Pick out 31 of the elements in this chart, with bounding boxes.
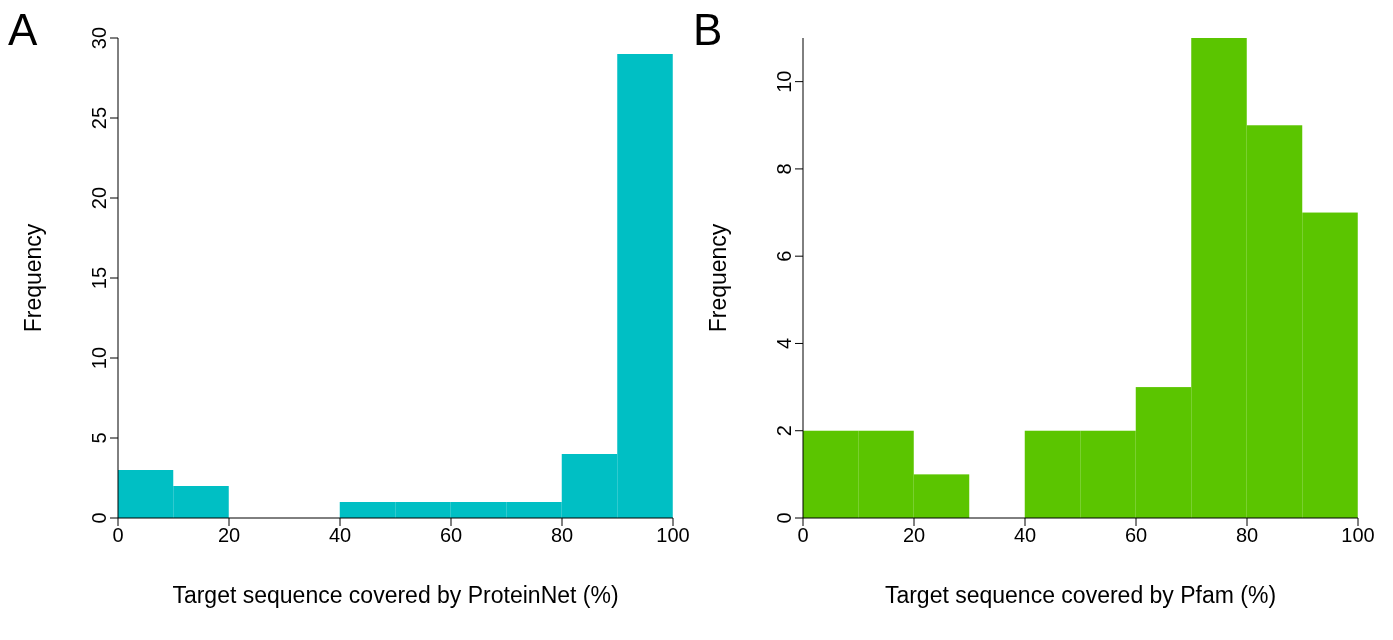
x-tick-label: 0	[797, 524, 809, 547]
y-tick-label: 0	[773, 512, 795, 524]
x-tick-label: 100	[656, 524, 690, 547]
y-tick-label: 10	[88, 346, 110, 370]
x-tick-label: 60	[439, 524, 463, 547]
y-tick-label: 20	[88, 186, 110, 210]
x-tick-label: 40	[1013, 524, 1037, 547]
y-tick-label: 10	[773, 70, 795, 93]
y-axis-title: Frequency	[705, 223, 732, 333]
y-tick-label: 30	[88, 26, 110, 50]
x-axis-title: Target sequence covered by Pfam (%)	[884, 582, 1277, 608]
text: A	[8, 5, 38, 54]
y-tick-label: 4	[773, 337, 795, 350]
text: B	[693, 5, 723, 54]
y-axis-title: Frequency	[20, 223, 47, 333]
y-tick-label: 6	[773, 250, 795, 262]
y-tick-label: 15	[88, 266, 110, 290]
x-axis-title: Target sequence covered by ProteinNet (%)	[172, 582, 619, 608]
x-tick-label: 80	[1235, 524, 1259, 547]
y-tick-label: 5	[88, 432, 110, 444]
y-tick-label: 2	[773, 425, 795, 437]
x-tick-label: 60	[1124, 524, 1148, 547]
y-tick-label: 0	[88, 512, 110, 524]
x-tick-label: 80	[550, 524, 574, 547]
x-tick-label: 20	[902, 524, 926, 547]
x-tick-label: 0	[112, 524, 124, 547]
y-tick-label: 25	[88, 106, 110, 130]
x-tick-label: 100	[1341, 524, 1375, 547]
x-tick-label: 40	[328, 524, 352, 547]
x-tick-label: 20	[217, 524, 241, 547]
y-tick-label: 8	[773, 163, 795, 175]
